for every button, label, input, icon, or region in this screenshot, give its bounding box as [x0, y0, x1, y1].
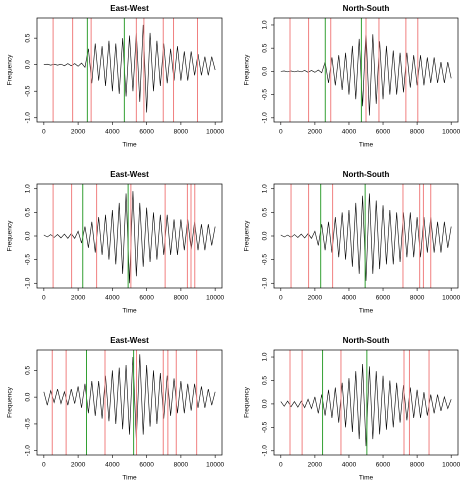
y-tick-label: 1.0 [262, 352, 269, 361]
x-tick-label: 8000 [410, 129, 425, 136]
x-tick-label: 0 [279, 462, 283, 469]
y-tick-label: 0.5 [25, 33, 32, 42]
y-axis-label: Frequency [244, 220, 251, 251]
x-axis-label: Time [359, 475, 374, 482]
waveform [280, 193, 452, 281]
y-tick-label: -0.5 [25, 254, 32, 266]
waveform [280, 364, 452, 447]
y-tick-label: -0.5 [262, 254, 269, 266]
x-axis-label: Time [122, 308, 137, 315]
x-tick-label: 0 [279, 129, 283, 136]
x-tick-label: 4000 [342, 295, 357, 302]
y-tick-label: 0.0 [262, 231, 269, 240]
y-tick-label: 1.0 [262, 20, 269, 29]
x-axis-label: Time [122, 475, 137, 482]
y-tick-label: -1.0 [25, 112, 32, 124]
y-tick-label: 0.5 [262, 43, 269, 52]
x-axis-label: Time [359, 142, 374, 149]
x-tick-label: 0 [42, 129, 46, 136]
y-tick-label: 0.5 [25, 365, 32, 374]
waveform [43, 191, 216, 284]
plot-box [36, 183, 223, 289]
y-tick-label: -1.0 [25, 277, 32, 289]
panel-title: North-South [343, 170, 390, 179]
y-tick-label: -0.5 [262, 89, 269, 101]
x-tick-label: 2000 [71, 129, 86, 136]
x-tick-label: 4000 [105, 462, 120, 469]
y-tick-label: 0.0 [262, 66, 269, 75]
x-tick-label: 10000 [206, 462, 224, 469]
x-tick-label: 10000 [206, 295, 224, 302]
panel-title: North-South [343, 336, 390, 345]
x-tick-label: 6000 [376, 295, 391, 302]
x-tick-label: 6000 [139, 462, 154, 469]
x-axis-label: Time [359, 308, 374, 315]
panel-title: North-South [343, 4, 390, 13]
y-tick-label: 1.0 [262, 184, 269, 193]
y-axis-label: Frequency [244, 386, 251, 417]
x-tick-label: 6000 [139, 295, 154, 302]
x-tick-label: 8000 [174, 462, 189, 469]
plot-box [36, 17, 223, 123]
y-tick-label: 0.0 [25, 60, 32, 69]
plot-box [273, 17, 459, 123]
x-tick-label: 8000 [174, 295, 189, 302]
y-tick-label: 0.0 [25, 231, 32, 240]
x-tick-label: 8000 [410, 462, 425, 469]
x-tick-label: 0 [279, 295, 283, 302]
y-tick-label: 0.5 [262, 376, 269, 385]
x-tick-label: 10000 [442, 295, 460, 302]
waveform [43, 354, 216, 441]
x-tick-label: 8000 [174, 129, 189, 136]
y-tick-label: 0.5 [25, 207, 32, 216]
y-tick-label: -1.0 [262, 445, 269, 457]
x-tick-label: 4000 [105, 295, 120, 302]
panel-title: East-West [110, 4, 149, 13]
y-axis-label: Frequency [7, 220, 14, 251]
y-tick-label: -0.5 [262, 421, 269, 433]
x-tick-label: 10000 [442, 462, 460, 469]
y-axis-label: Frequency [244, 54, 251, 85]
y-tick-label: -1.0 [25, 445, 32, 457]
x-tick-label: 10000 [442, 129, 460, 136]
x-tick-label: 6000 [376, 462, 391, 469]
plot-box [36, 349, 223, 456]
x-tick-label: 6000 [376, 129, 391, 136]
x-tick-label: 2000 [308, 129, 323, 136]
x-tick-label: 2000 [308, 295, 323, 302]
x-tick-label: 4000 [342, 462, 357, 469]
panel-title: East-West [110, 336, 149, 345]
x-tick-label: 8000 [410, 295, 425, 302]
panel-title: East-West [110, 170, 149, 179]
x-tick-label: 2000 [71, 295, 86, 302]
x-tick-label: 0 [42, 462, 46, 469]
y-tick-label: 0.0 [262, 399, 269, 408]
x-tick-label: 6000 [139, 129, 154, 136]
y-tick-label: -1.0 [262, 277, 269, 289]
y-tick-label: 0.0 [25, 392, 32, 401]
y-tick-label: 1.0 [25, 184, 32, 193]
plot-box [273, 349, 459, 456]
x-tick-label: 2000 [71, 462, 86, 469]
waveform [43, 24, 216, 113]
y-tick-label: -1.0 [262, 112, 269, 124]
y-tick-label: -0.5 [25, 85, 32, 97]
y-tick-label: -0.5 [25, 418, 32, 430]
x-axis-label: Time [122, 142, 137, 149]
x-tick-label: 10000 [206, 129, 224, 136]
y-axis-label: Frequency [7, 386, 14, 417]
x-tick-label: 2000 [308, 462, 323, 469]
y-tick-label: 0.5 [262, 207, 269, 216]
x-tick-label: 4000 [342, 129, 357, 136]
x-tick-label: 4000 [105, 129, 120, 136]
x-tick-label: 0 [42, 295, 46, 302]
y-axis-label: Frequency [7, 54, 14, 85]
